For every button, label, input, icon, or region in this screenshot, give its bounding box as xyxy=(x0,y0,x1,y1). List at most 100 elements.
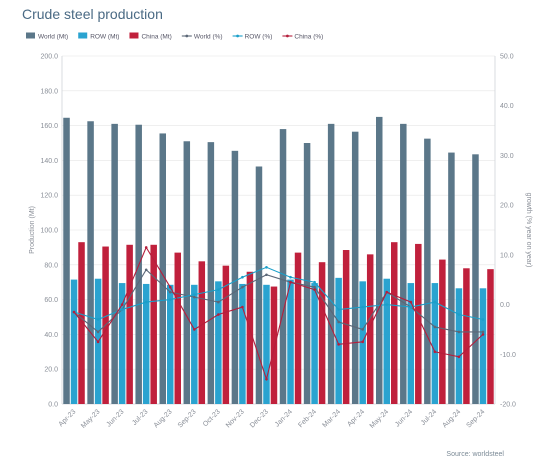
x-tick-label: Jul-23 xyxy=(131,408,150,427)
line-china-point xyxy=(241,305,244,309)
y-tick-label: 40.0 xyxy=(44,332,58,339)
bar-world-mt xyxy=(279,129,287,404)
x-tick-label: May-24 xyxy=(369,408,391,430)
line-row-point xyxy=(337,308,340,311)
line-world-point xyxy=(144,268,148,272)
legend-world-mt-label: World (Mt) xyxy=(38,33,68,40)
line-china-point xyxy=(361,340,364,344)
y-tick-label: 180.0 xyxy=(40,88,58,95)
x-tick-label: Jun-24 xyxy=(394,408,414,428)
line-china-point xyxy=(144,246,148,249)
line-china-point xyxy=(168,285,172,289)
line-world-point xyxy=(313,285,316,289)
bar-row-mt xyxy=(142,283,150,404)
bar-row-mt xyxy=(455,288,463,404)
y-tick-label: 60.0 xyxy=(44,297,58,304)
y-axis-title: Production (Mt) xyxy=(29,206,36,254)
chart-title: Crude steel production xyxy=(22,6,163,22)
bar-row-mt xyxy=(287,279,294,404)
line-china-point xyxy=(72,310,76,314)
legend-world-mt-swatch xyxy=(26,32,35,39)
line-world-point xyxy=(96,330,100,334)
y2-tick-label: 50.0 xyxy=(500,54,514,61)
x-tick-label: Jan-24 xyxy=(274,408,294,428)
line-row-point xyxy=(289,275,292,279)
line-china-point xyxy=(96,340,100,344)
x-tick-label: Apr-24 xyxy=(346,408,366,428)
x-tick-label: Feb-24 xyxy=(297,408,318,429)
bar-world-mt xyxy=(183,141,191,404)
legend-world-label: World (%) xyxy=(194,33,223,40)
line-china-point xyxy=(265,377,268,381)
bar-china-mt xyxy=(487,269,494,404)
bar-row-mt xyxy=(191,284,198,404)
line-row-point xyxy=(409,305,413,309)
bar-china-mt xyxy=(342,250,350,404)
bar-china-mt xyxy=(150,244,157,404)
line-china-point xyxy=(337,343,340,346)
bar-world-mt xyxy=(448,152,455,404)
bar-world-mt xyxy=(424,138,431,404)
line-row-point xyxy=(241,275,244,279)
legend-china-marker xyxy=(286,34,289,38)
bar-china-mt xyxy=(174,252,181,404)
y-tick-label: 120.0 xyxy=(40,193,58,200)
line-china-point xyxy=(409,300,413,304)
bar-world-mt xyxy=(472,154,479,404)
bar-world-mt xyxy=(207,142,215,404)
bar-world-mt xyxy=(231,150,239,404)
y2-tick-label: 30.0 xyxy=(500,153,514,160)
line-row xyxy=(73,266,484,321)
line-row-point xyxy=(168,298,172,301)
bar-china-mt xyxy=(294,252,302,404)
bar-world-mt xyxy=(303,143,311,404)
line-world-point xyxy=(481,330,485,334)
y2-axis-title: growth (% year on year) xyxy=(525,193,532,268)
bar-row-mt xyxy=(167,284,174,404)
bar-china-mt xyxy=(246,271,254,404)
y-tick-label: 0.0 xyxy=(48,402,58,409)
legend-row-label: ROW (%) xyxy=(245,33,273,40)
bar-china-mt xyxy=(318,262,326,404)
x-tick-label: Apr-23 xyxy=(58,408,78,428)
bar-row-mt xyxy=(239,283,246,404)
line-china-point xyxy=(481,333,485,336)
x-tick-label: Nov-23 xyxy=(225,408,246,429)
y2-tick-label: 10.0 xyxy=(500,252,514,259)
bar-row-mt xyxy=(215,281,222,404)
line-row-point xyxy=(433,300,437,304)
line-row-point xyxy=(120,308,124,311)
bar-world-mt xyxy=(111,123,118,405)
line-world-point xyxy=(217,300,220,304)
y-tick-label: 20.0 xyxy=(44,367,58,374)
line-world-point xyxy=(168,290,172,294)
line-china-point xyxy=(120,303,124,306)
line-china-point xyxy=(289,280,292,284)
x-tick-label: Jun-23 xyxy=(105,408,125,428)
line-china xyxy=(73,246,484,382)
legend-china-mt-swatch xyxy=(129,32,139,39)
y2-tick-label: -20.0 xyxy=(500,402,516,409)
bar-world-mt xyxy=(327,123,335,405)
y-tick-label: 200.0 xyxy=(40,54,58,61)
bar-row-mt xyxy=(263,284,270,404)
y2-tick-label: 20.0 xyxy=(500,203,514,210)
legend-china-mt-label: China (Mt) xyxy=(141,33,171,40)
bar-world-mt xyxy=(351,131,359,404)
legend-world-marker xyxy=(185,34,189,38)
line-china-point xyxy=(193,328,196,331)
y2-tick-label: 0.0 xyxy=(500,302,510,309)
line-world-point xyxy=(361,328,364,331)
bar-china-mt xyxy=(415,243,422,404)
line-row-point xyxy=(217,288,220,291)
bar-world-mt xyxy=(400,123,407,405)
line-row-point xyxy=(457,313,461,316)
line-china-point xyxy=(433,350,437,354)
line-row-point xyxy=(385,303,389,306)
line-world-point xyxy=(193,295,196,299)
y-tick-label: 140.0 xyxy=(40,158,58,165)
line-row-point xyxy=(361,305,364,309)
x-tick-label: Mar-24 xyxy=(321,408,342,429)
bar-world-mt xyxy=(87,121,94,404)
